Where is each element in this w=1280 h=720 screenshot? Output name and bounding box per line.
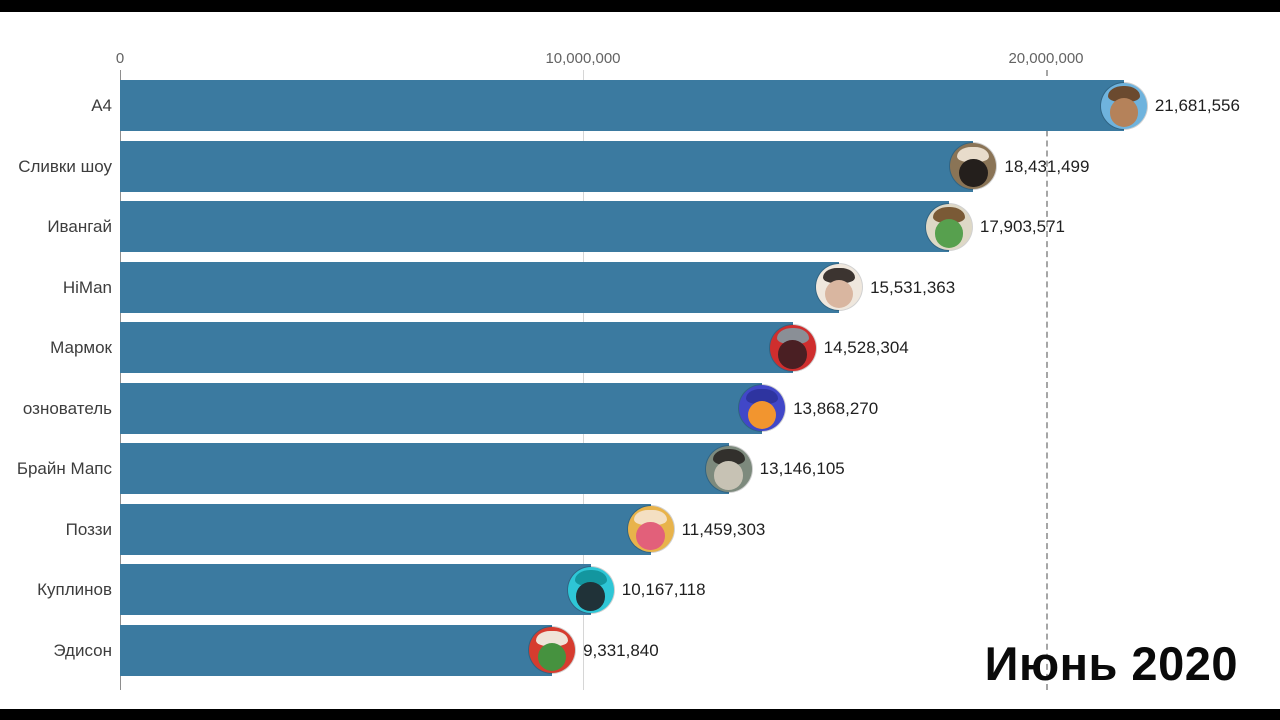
x-axis-gridline — [583, 70, 584, 690]
date-label: Июнь 2020 — [984, 637, 1238, 690]
bar-category-label: Сливки шоу — [18, 156, 112, 176]
bar-value-label: 21,681,556 — [1154, 96, 1240, 115]
avatar-edison — [529, 627, 576, 673]
avatar-pozzy — [627, 506, 674, 552]
bar-category-label: Куплинов — [37, 580, 112, 599]
bar — [120, 624, 553, 676]
x-axis-tick-label: 20,000,000 — [1008, 50, 1084, 67]
letterbox-bottom — [0, 709, 1280, 720]
bar-value-label: 13,146,105 — [759, 459, 845, 478]
bar — [120, 261, 840, 313]
bar-category-label: Брайн Мапс — [16, 459, 112, 478]
avatar-hair-shape — [634, 509, 667, 526]
x-axis-gridline — [120, 70, 121, 690]
avatar-ivangay — [925, 203, 972, 250]
bar — [120, 443, 729, 494]
avatar-himan — [816, 264, 863, 310]
bar-value-label: 15,531,363 — [870, 277, 956, 297]
bar-category-label: Мармок — [50, 338, 112, 357]
x-axis-tick-label: 10,000,000 — [545, 50, 621, 67]
avatar-figure-shape — [824, 279, 854, 309]
avatar-figure-shape — [959, 158, 988, 188]
avatar-hair-shape — [776, 328, 809, 344]
avatar-figure-shape — [934, 219, 964, 248]
bar-category-label: Поззи — [65, 519, 112, 539]
avatar-hair-shape — [574, 570, 607, 586]
bar-value-label: 14,528,304 — [823, 338, 909, 357]
bar-value-label: 10,167,118 — [621, 580, 706, 599]
avatar-figure-shape — [714, 461, 743, 490]
avatar-marmok — [769, 324, 816, 371]
avatar-figure-shape — [747, 400, 777, 430]
bar-value-label: 17,903,571 — [979, 217, 1066, 236]
avatar-figure-shape — [1109, 98, 1139, 127]
avatar-hair-shape — [535, 630, 569, 647]
avatar-hair-shape — [932, 207, 965, 223]
avatar-figure-shape — [537, 642, 567, 672]
bar-value-label: 9,331,840 — [583, 640, 659, 660]
avatar-a4 — [1100, 82, 1147, 129]
bar — [120, 201, 949, 252]
avatar-hair-shape — [1107, 86, 1140, 102]
bar — [120, 80, 1124, 131]
bar — [120, 140, 974, 192]
bar — [120, 503, 651, 555]
avatar-figure-shape — [778, 340, 807, 369]
avatar-figure-shape — [636, 521, 665, 551]
bar-value-label: 11,459,303 — [681, 519, 766, 539]
bar-value-label: 13,868,270 — [793, 398, 879, 418]
chart-canvas: 0 10,000,000 20,000,000 А4 21,681,556 Сливки… — [0, 12, 1280, 709]
bar-category-label: HiMan — [62, 277, 112, 297]
avatar-slivki-show — [950, 143, 997, 189]
x-axis-gridline — [1046, 70, 1048, 690]
avatar-brian-maps — [705, 445, 752, 492]
avatar-hair-shape — [745, 388, 779, 405]
x-axis-tick-label: 0 — [115, 50, 125, 67]
bar-category-label: Ивангай — [47, 217, 112, 236]
avatar-figure-shape — [576, 582, 605, 611]
bar-category-label: Эдисон — [53, 640, 112, 660]
letterbox-top — [0, 0, 1280, 12]
avatar-hair-shape — [712, 449, 745, 465]
avatar-osnovatel — [739, 385, 786, 431]
bar-value-label: 18,431,499 — [1004, 156, 1090, 176]
avatar-hair-shape — [957, 146, 990, 163]
bar-category-label: А4 — [91, 96, 112, 115]
avatar-hair-shape — [822, 267, 856, 284]
bar-category-label: ознователь — [22, 398, 112, 418]
bar — [120, 564, 591, 615]
bar — [120, 382, 763, 434]
avatar-kuplinov — [567, 566, 614, 613]
bar — [120, 322, 793, 373]
